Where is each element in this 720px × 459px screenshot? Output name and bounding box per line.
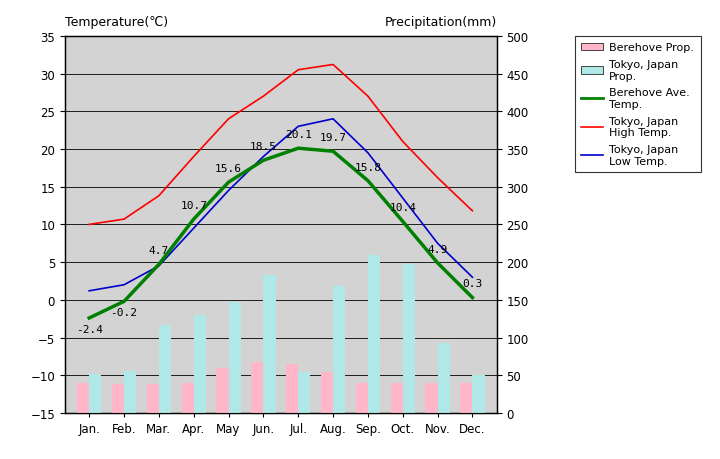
- Bar: [460, 383, 472, 413]
- Text: 15.6: 15.6: [215, 164, 242, 174]
- Bar: [159, 325, 171, 413]
- Bar: [216, 368, 228, 413]
- Text: 19.7: 19.7: [320, 133, 346, 143]
- Bar: [194, 315, 206, 413]
- Bar: [124, 371, 136, 413]
- Text: Precipitation(mm): Precipitation(mm): [384, 16, 497, 29]
- Bar: [368, 255, 380, 413]
- Bar: [390, 383, 402, 413]
- Text: 4.9: 4.9: [428, 244, 448, 254]
- Text: Temperature(℃): Temperature(℃): [65, 16, 168, 29]
- Bar: [181, 383, 194, 413]
- Bar: [264, 275, 276, 413]
- Text: 10.4: 10.4: [390, 203, 416, 213]
- Bar: [228, 302, 240, 413]
- Bar: [89, 374, 102, 413]
- Text: -0.2: -0.2: [111, 308, 138, 318]
- Bar: [321, 372, 333, 413]
- Text: 4.7: 4.7: [149, 246, 169, 256]
- Text: 10.7: 10.7: [180, 201, 207, 211]
- Legend: Berehove Prop., Tokyo, Japan
Prop., Berehove Ave.
Temp., Tokyo, Japan
High Temp.: Berehove Prop., Tokyo, Japan Prop., Bere…: [575, 37, 701, 173]
- Bar: [426, 383, 438, 413]
- Bar: [356, 383, 368, 413]
- Bar: [472, 375, 485, 413]
- Bar: [77, 383, 89, 413]
- Bar: [438, 343, 450, 413]
- Text: 18.5: 18.5: [250, 142, 277, 152]
- Text: 15.8: 15.8: [354, 162, 382, 172]
- Bar: [286, 364, 298, 413]
- Text: 20.1: 20.1: [284, 130, 312, 140]
- Bar: [112, 385, 124, 413]
- Bar: [298, 372, 310, 413]
- Bar: [333, 286, 346, 413]
- Bar: [147, 385, 159, 413]
- Bar: [251, 362, 264, 413]
- Bar: [402, 264, 415, 413]
- Text: -2.4: -2.4: [76, 324, 103, 334]
- Text: 0.3: 0.3: [462, 279, 482, 289]
